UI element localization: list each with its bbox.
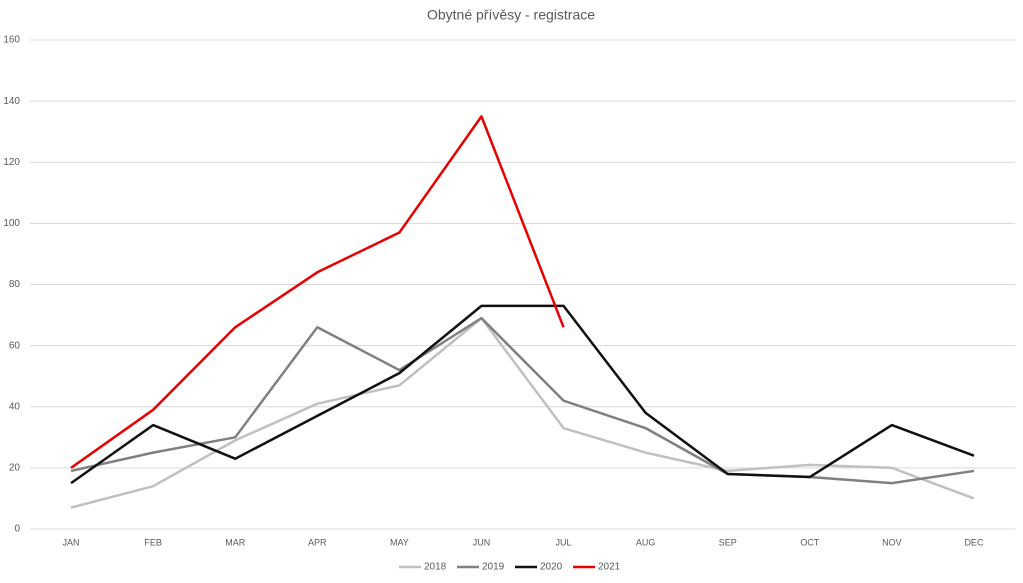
legend-label: 2021	[598, 562, 621, 573]
y-tick-label: 0	[14, 524, 20, 535]
x-tick-label: APR	[308, 537, 327, 547]
series-line	[70, 115, 565, 469]
y-tick-label: 80	[9, 279, 21, 290]
y-tick-label: 140	[3, 96, 20, 107]
y-tick-label: 60	[9, 340, 21, 351]
series-line	[70, 316, 975, 485]
y-tick-label: 40	[9, 401, 21, 412]
x-tick-label: SEP	[719, 537, 737, 547]
x-tick-label: JUN	[473, 537, 491, 547]
y-tick-label: 120	[3, 157, 20, 168]
y-tick-label: 160	[3, 35, 20, 46]
x-tick-label: JUL	[556, 537, 572, 547]
legend-label: 2019	[482, 562, 505, 573]
x-tick-label: FEB	[144, 537, 162, 547]
series-line	[70, 316, 975, 509]
x-tick-label: DEC	[964, 537, 984, 547]
chart-title: Obytné přívěsy - registrace	[427, 7, 595, 23]
legend-label: 2018	[424, 562, 447, 573]
series-line	[70, 304, 975, 485]
x-tick-label: AUG	[636, 537, 656, 547]
x-tick-label: MAR	[225, 537, 246, 547]
x-tick-label: NOV	[882, 537, 902, 547]
y-tick-label: 20	[9, 463, 21, 474]
x-tick-label: OCT	[800, 537, 820, 547]
x-tick-label: MAY	[390, 537, 409, 547]
x-tick-label: JAN	[63, 537, 80, 547]
y-tick-label: 100	[3, 218, 20, 229]
legend-label: 2020	[540, 562, 563, 573]
